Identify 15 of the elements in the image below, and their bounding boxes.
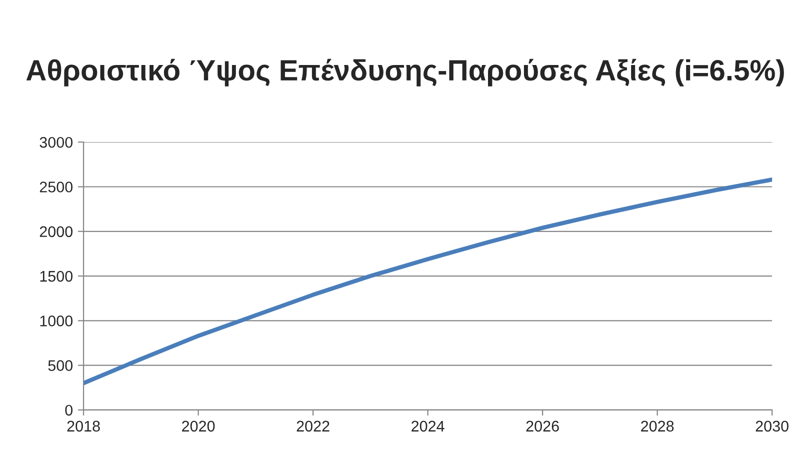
chart-title: Αθροιστικό Ύψος Επένδυσης-Παρούσες Αξίες (i=6.5%)	[26, 58, 784, 86]
y-tick-label: 2500	[40, 182, 73, 192]
x-tick-label: 2028	[641, 420, 674, 432]
y-tick-label: 1500	[40, 270, 73, 282]
y-tick-label: 2000	[40, 226, 73, 238]
x-tick-label: 2018	[67, 420, 100, 432]
y-tick-label: 0	[65, 404, 73, 416]
y-tick-label: 1000	[40, 316, 73, 326]
x-tick-label: 2024	[412, 420, 444, 432]
x-tick-label: 2026	[526, 420, 559, 432]
x-tick-label: 2030	[756, 420, 788, 432]
x-tick-label: 2022	[296, 420, 330, 432]
x-tick-label: 2020	[182, 420, 215, 432]
y-tick-label: 3000	[40, 136, 73, 148]
y-tick-label: 500	[48, 360, 73, 372]
